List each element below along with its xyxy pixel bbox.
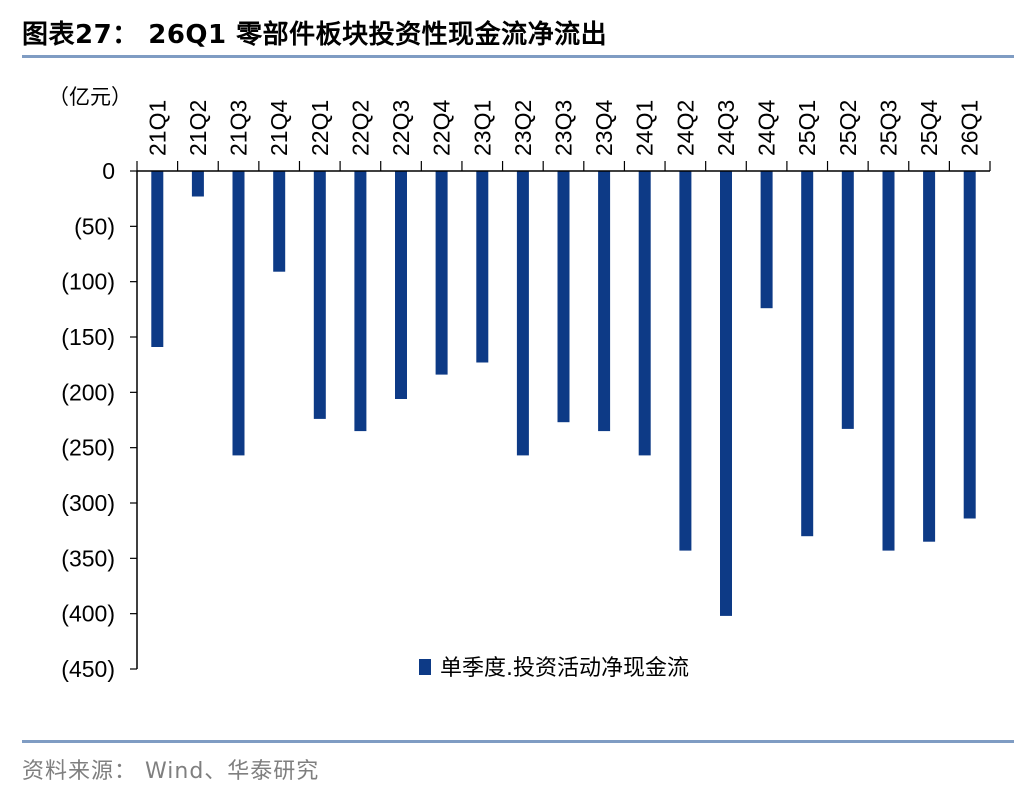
bar-24Q4	[760, 171, 773, 309]
category-label: 22Q1	[307, 100, 333, 156]
category-label: 24Q1	[632, 100, 658, 156]
legend: 单季度.投资活动净现金流	[419, 656, 689, 681]
source-divider	[22, 740, 1014, 743]
y-axis: 0 (50) (100) (150) (200) (250) (300) (350) (400)…	[61, 158, 138, 682]
category-label: 23Q3	[551, 100, 577, 156]
bar-23Q3	[557, 171, 570, 423]
bar-25Q3	[882, 171, 895, 551]
category-label: 21Q3	[226, 100, 252, 156]
y-tick-label: (250)	[61, 435, 115, 461]
category-label: 24Q4	[754, 100, 780, 156]
bar-24Q3	[720, 171, 732, 616]
y-tick-label: (100)	[61, 269, 115, 295]
bar-21Q3	[232, 171, 245, 456]
figure-title: 图表27： 26Q1 零部件板块投资性现金流净流出	[22, 20, 608, 50]
category-label: 26Q1	[957, 100, 983, 156]
category-label: 25Q4	[916, 100, 942, 156]
bar-23Q1	[476, 171, 489, 363]
bar-22Q1	[313, 171, 326, 419]
category-label: 24Q2	[672, 100, 698, 156]
category-label: 23Q2	[510, 100, 536, 156]
y-tick-label: (200)	[61, 379, 115, 405]
category-label: 22Q3	[388, 100, 414, 156]
bar-21Q4	[273, 171, 286, 272]
category-label: 25Q2	[835, 100, 861, 156]
category-label: 23Q1	[469, 100, 495, 156]
bar-25Q4	[923, 171, 936, 542]
bar-22Q3	[395, 171, 407, 399]
y-axis-unit-label: （亿元）	[48, 85, 132, 109]
bar-25Q2	[841, 171, 854, 429]
bar-23Q4	[598, 171, 611, 432]
category-label: 22Q4	[429, 100, 455, 156]
category-label: 24Q3	[713, 100, 739, 156]
y-tick-label: (450)	[61, 656, 115, 682]
bar-21Q1	[151, 171, 164, 347]
bar-26Q1	[963, 171, 976, 519]
bar-chart: 21Q1 21Q2 21Q3 21Q4 22Q1 22Q2 22Q3 22Q4 23Q1 23Q2…	[48, 85, 991, 682]
x-axis: 21Q1 21Q2 21Q3 21Q4 22Q1 22Q2 22Q3 22Q4 23Q1 23Q2…	[136, 100, 991, 172]
bar-24Q2	[679, 171, 692, 551]
category-label: 23Q4	[591, 100, 617, 156]
bar-series	[151, 171, 976, 616]
bar-22Q2	[354, 171, 367, 432]
bar-23Q2	[516, 171, 529, 456]
category-label: 21Q2	[185, 100, 211, 156]
bar-24Q1	[638, 171, 651, 456]
y-tick-label: (350)	[61, 545, 115, 571]
legend-swatch	[419, 659, 431, 675]
bar-21Q2	[191, 171, 204, 197]
category-label: 21Q1	[144, 100, 170, 156]
y-tick-label: (300)	[61, 490, 115, 516]
category-label: 25Q1	[794, 100, 820, 156]
source-note: 资料来源： Wind、华泰研究	[22, 759, 320, 784]
legend-label: 单季度.投资活动净现金流	[440, 656, 689, 681]
y-tick-label: (150)	[61, 324, 115, 350]
y-tick-label: 0	[102, 158, 115, 184]
bar-25Q1	[801, 171, 814, 537]
bar-22Q4	[435, 171, 448, 375]
category-label: 21Q4	[266, 100, 292, 156]
y-tick-label: (50)	[74, 213, 115, 239]
y-tick-label: (400)	[61, 601, 115, 627]
title-divider	[22, 55, 1014, 58]
category-label: 22Q2	[347, 100, 373, 156]
category-label: 25Q3	[876, 100, 902, 156]
